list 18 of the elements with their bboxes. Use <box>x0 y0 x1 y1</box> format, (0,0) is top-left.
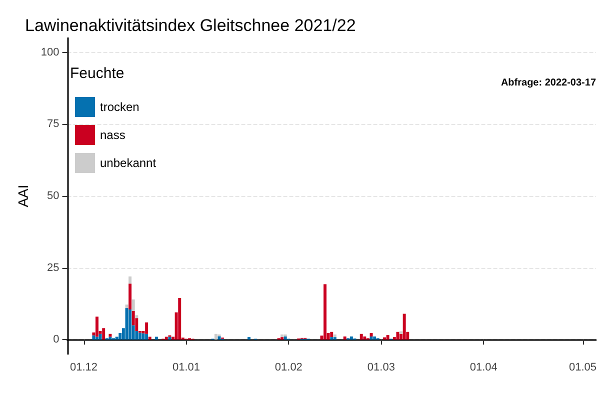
y-tick-label: 25 <box>47 262 60 274</box>
legend-label: trocken <box>100 100 140 114</box>
y-tick-label: 0 <box>53 334 60 346</box>
legend-label: unbekannt <box>100 156 157 170</box>
x-tick-label: 01.04 <box>470 362 498 374</box>
x-tick-label: 01.01 <box>172 362 200 374</box>
legend-label: nass <box>100 128 126 142</box>
y-tick-label: 75 <box>47 118 60 130</box>
x-tick-label: 01.05 <box>569 362 597 374</box>
x-tick-label: 01.02 <box>274 362 302 374</box>
legend-title: Feuchte <box>70 65 124 82</box>
y-tick-label: 50 <box>47 190 60 202</box>
x-tick-label: 01.03 <box>367 362 395 374</box>
x-tick-label: 01.12 <box>70 362 98 374</box>
y-axis-title: AAI <box>15 184 31 208</box>
chart-title: Lawinenaktivitätsindex Gleitschnee 2021/22 <box>25 16 356 35</box>
y-tick-label: 100 <box>40 46 60 58</box>
annotation: Abfrage: 2022-03-17 <box>500 78 596 88</box>
